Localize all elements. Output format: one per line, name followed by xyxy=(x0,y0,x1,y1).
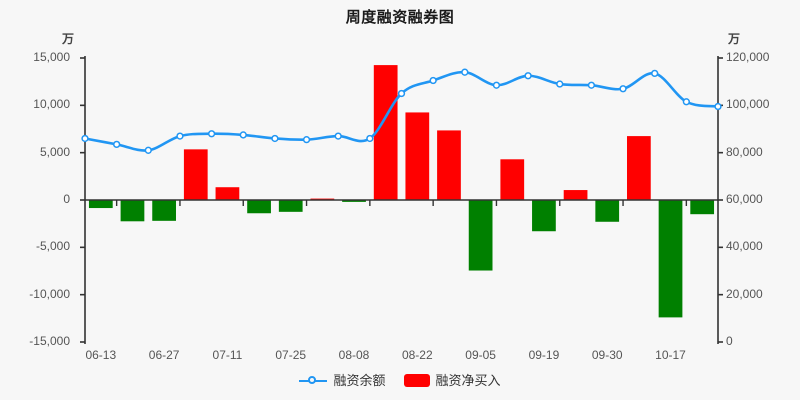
bar-07-04 xyxy=(183,149,208,200)
chart-title: 周度融资融券图 xyxy=(345,9,455,26)
bar-08-29 xyxy=(437,130,461,200)
line-marker-8 xyxy=(334,132,342,140)
line-marker-12 xyxy=(461,68,469,76)
bar-09-05 xyxy=(468,200,493,271)
bar-08-15 xyxy=(373,65,398,200)
line-marker-14 xyxy=(524,72,532,80)
line-marker-1 xyxy=(113,140,121,149)
right-tick-label: 20,000 xyxy=(726,286,763,301)
line-marker-3 xyxy=(176,132,184,140)
bar-09-19 xyxy=(532,200,556,232)
x-tick-label: 06-13 xyxy=(85,348,117,362)
bar-07-11 xyxy=(215,187,240,200)
x-tick-label: 07-25 xyxy=(275,348,307,362)
x-tick-label: 08-08 xyxy=(338,348,370,362)
right-tick-label: 100,000 xyxy=(726,97,770,112)
legend-label-net-buy: 融资净买入 xyxy=(435,373,501,388)
bar-swatch-icon xyxy=(403,374,430,387)
bar-06-27 xyxy=(152,200,176,221)
x-tick-label: 09-05 xyxy=(465,348,496,362)
line-marker-20 xyxy=(714,102,722,111)
right-tick-label: 120,000 xyxy=(726,50,770,64)
left-tick-label: -15,000 xyxy=(29,334,70,348)
x-tick-label: 10-17 xyxy=(655,348,686,362)
line-marker-icon xyxy=(299,375,328,387)
line-marker-17 xyxy=(619,85,627,93)
line-marker-13 xyxy=(492,81,501,89)
bar-07-25 xyxy=(278,200,303,212)
bar-07-18 xyxy=(247,200,271,214)
line-marker-10 xyxy=(397,89,406,98)
bar-09-12 xyxy=(500,159,525,200)
line-marker-15 xyxy=(556,80,564,88)
line-marker-11 xyxy=(429,76,437,85)
line-marker-18 xyxy=(651,69,659,78)
left-tick-label: 0 xyxy=(63,192,70,206)
bar-10-17 xyxy=(658,200,683,318)
bar-09-30 xyxy=(595,200,620,222)
legend-label-balance: 融资余额 xyxy=(333,373,386,388)
left-axis-unit-label: 万 xyxy=(62,32,75,46)
line-marker-7 xyxy=(302,136,311,144)
right-tick-label: 40,000 xyxy=(726,239,763,254)
right-tick-label: 0 xyxy=(726,334,733,348)
line-marker-19 xyxy=(682,98,690,106)
x-tick-label: 09-19 xyxy=(528,348,560,362)
bar-06-13 xyxy=(88,200,113,209)
line-marker-9 xyxy=(366,134,374,143)
line-marker-6 xyxy=(271,134,279,143)
bar-10-10 xyxy=(627,136,651,200)
bar-08-22 xyxy=(405,112,430,200)
right-tick-label: 80,000 xyxy=(726,144,763,159)
x-tick-label: 07-11 xyxy=(212,348,243,362)
x-tick-label: 08-22 xyxy=(401,348,433,362)
chart-legend: 融资余额 融资净买入 xyxy=(0,374,800,387)
bar-06-20 xyxy=(120,200,145,222)
line-marker-16 xyxy=(587,81,596,89)
bar-08-08 xyxy=(342,200,366,202)
line-marker-2 xyxy=(144,146,152,154)
right-axis-unit-label: 万 xyxy=(728,32,741,46)
left-tick-label: -10,000 xyxy=(29,286,70,301)
bar-10-24 xyxy=(690,200,715,215)
left-tick-label: 5,000 xyxy=(39,144,70,159)
left-tick-label: -5,000 xyxy=(35,239,70,254)
legend-item-net-buy[interactable]: 融资净买入 xyxy=(403,373,501,388)
x-tick-label: 09-30 xyxy=(591,348,623,362)
line-marker-0 xyxy=(81,134,89,143)
bar-09-26 xyxy=(563,190,588,200)
right-tick-label: 60,000 xyxy=(726,192,763,206)
legend-item-balance[interactable]: 融资余额 xyxy=(299,373,386,388)
line-marker-4 xyxy=(207,130,216,138)
line-marker-5 xyxy=(239,131,247,139)
left-tick-label: 10,000 xyxy=(33,97,70,112)
x-tick-label: 06-27 xyxy=(148,348,180,362)
left-tick-label: 15,000 xyxy=(33,50,70,64)
